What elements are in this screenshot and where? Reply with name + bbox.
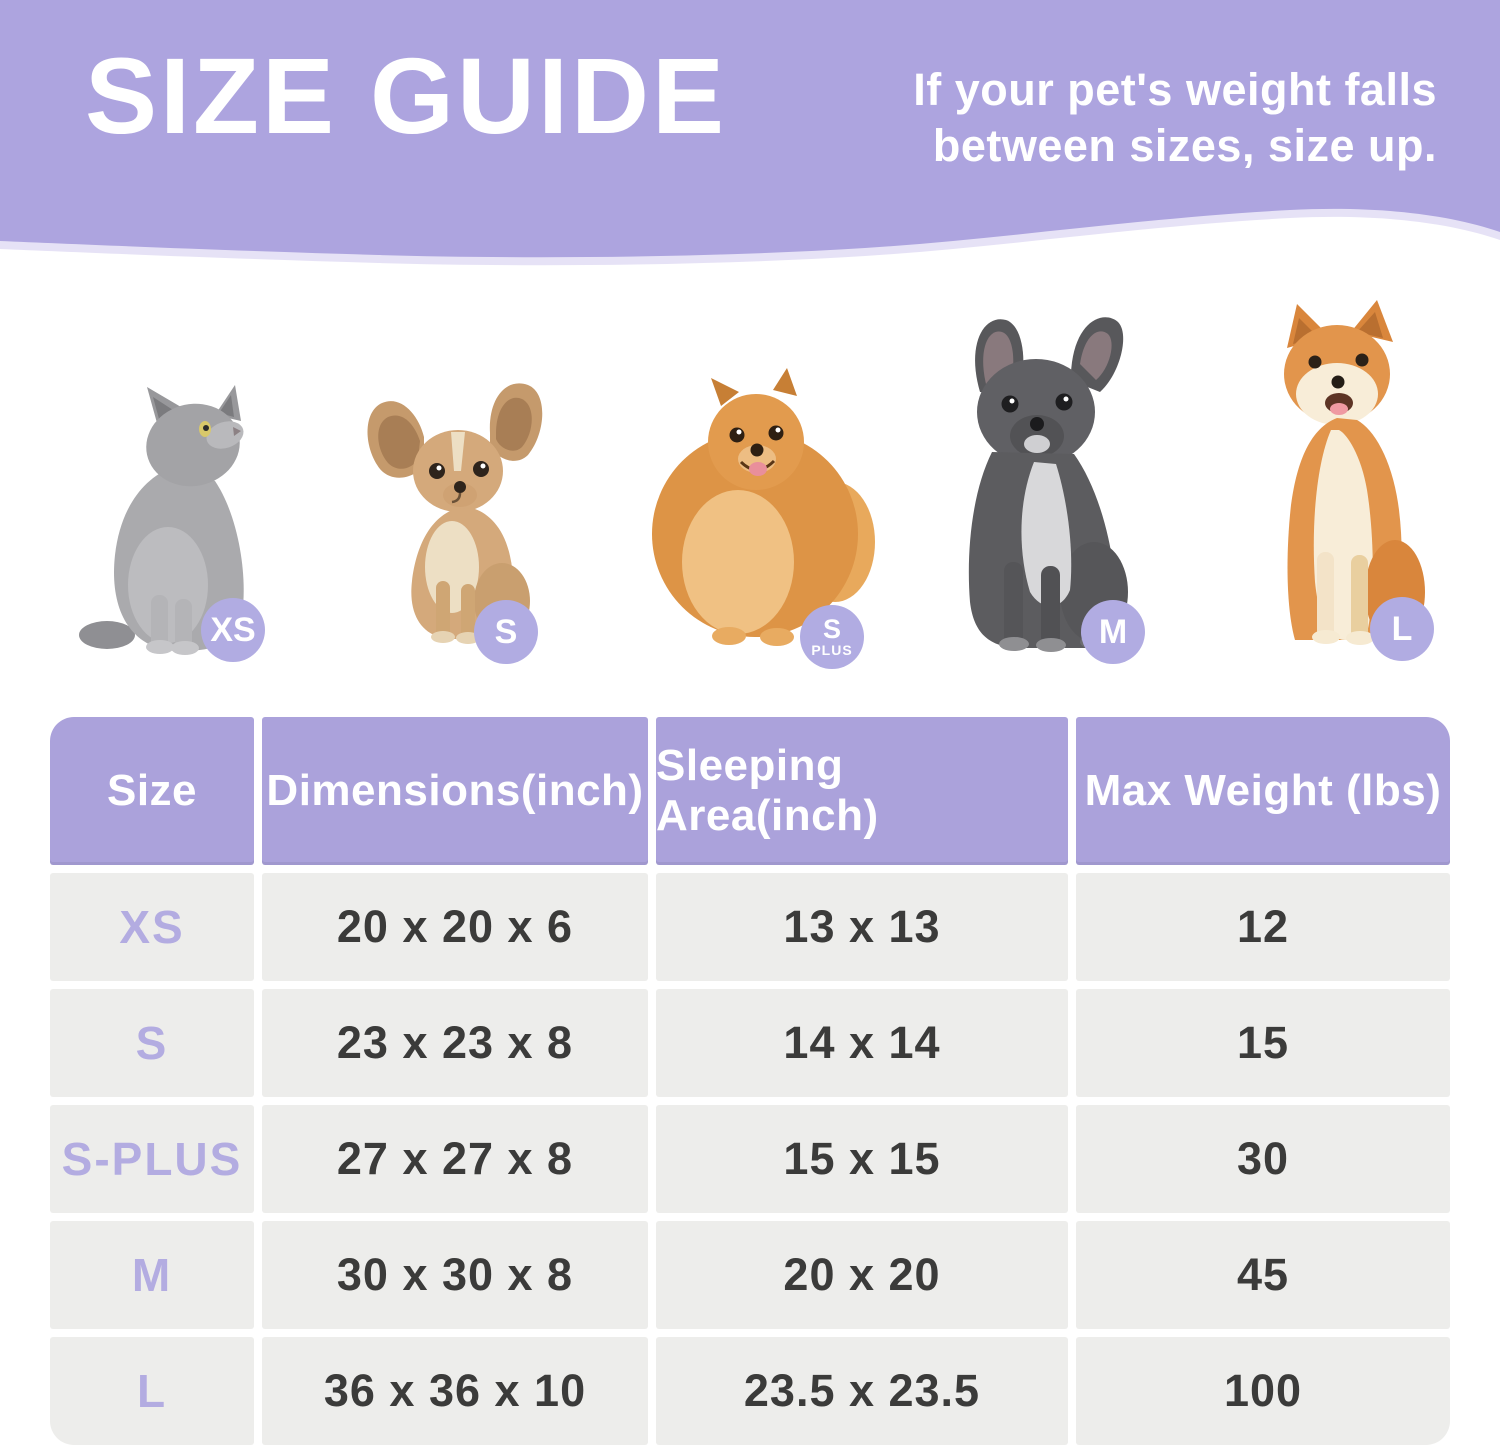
sizing-advice-line1: If your pet's weight falls <box>913 64 1437 115</box>
size-badge-xs-label: XS <box>210 610 256 649</box>
column-header-dimensions: Dimensions(inch) <box>262 717 648 865</box>
table-cell-max-weight: 15 <box>1076 989 1450 1097</box>
column-header-size: Size <box>50 717 254 865</box>
table-cell-dimensions: 20 x 20 x 6 <box>262 873 648 981</box>
french-bulldog-illustration <box>920 310 1145 655</box>
size-badge-s: S <box>474 600 538 664</box>
size-badge-m: M <box>1081 600 1145 664</box>
table-cell-dimensions: 36 x 36 x 10 <box>262 1337 648 1445</box>
table-cell-size: XS <box>50 873 254 981</box>
table-cell-size: S-PLUS <box>50 1105 254 1213</box>
table-cell-max-weight: 45 <box>1076 1221 1450 1329</box>
sizing-advice-line2: between sizes, size up. <box>932 119 1437 171</box>
table-cell-sleeping-area: 14 x 14 <box>656 989 1068 1097</box>
table-cell-dimensions: 30 x 30 x 8 <box>262 1221 648 1329</box>
table-cell-max-weight: 100 <box>1076 1337 1450 1445</box>
table-cell-dimensions: 27 x 27 x 8 <box>262 1105 648 1213</box>
size-badge-l: L <box>1370 597 1434 661</box>
table-cell-max-weight: 12 <box>1076 873 1450 981</box>
pomeranian-illustration <box>635 362 880 652</box>
size-badge-s-plus-sublabel: PLUS <box>811 641 853 658</box>
size-badge-l-label: L <box>1391 609 1413 648</box>
banner-wave-background <box>0 0 1500 266</box>
size-guide-table: Size Dimensions(inch) Sleeping Area(inch… <box>50 717 1450 1445</box>
table-cell-size: M <box>50 1221 254 1329</box>
table-cell-size: L <box>50 1337 254 1445</box>
sizing-advice-note: If your pet's weight falls between sizes… <box>913 62 1437 174</box>
size-badge-s-label: S <box>494 612 518 651</box>
table-cell-size: S <box>50 989 254 1097</box>
size-badge-m-label: M <box>1098 612 1128 651</box>
column-header-sleeping-area: Sleeping Area(inch) <box>656 717 1068 865</box>
table-cell-dimensions: 23 x 23 x 8 <box>262 989 648 1097</box>
table-cell-sleeping-area: 13 x 13 <box>656 873 1068 981</box>
chihuahua-illustration <box>340 375 565 650</box>
table-cell-max-weight: 30 <box>1076 1105 1450 1213</box>
size-badge-xs: XS <box>201 598 265 662</box>
table-cell-sleeping-area: 20 x 20 <box>656 1221 1068 1329</box>
size-badge-s-plus-label: S <box>822 614 841 645</box>
table-cell-sleeping-area: 23.5 x 23.5 <box>656 1337 1068 1445</box>
size-badge-s-plus: S PLUS <box>800 605 864 669</box>
page-title: SIZE GUIDE <box>85 35 728 156</box>
column-header-max-weight: Max Weight (lbs) <box>1076 717 1450 865</box>
table-cell-sleeping-area: 15 x 15 <box>656 1105 1068 1213</box>
